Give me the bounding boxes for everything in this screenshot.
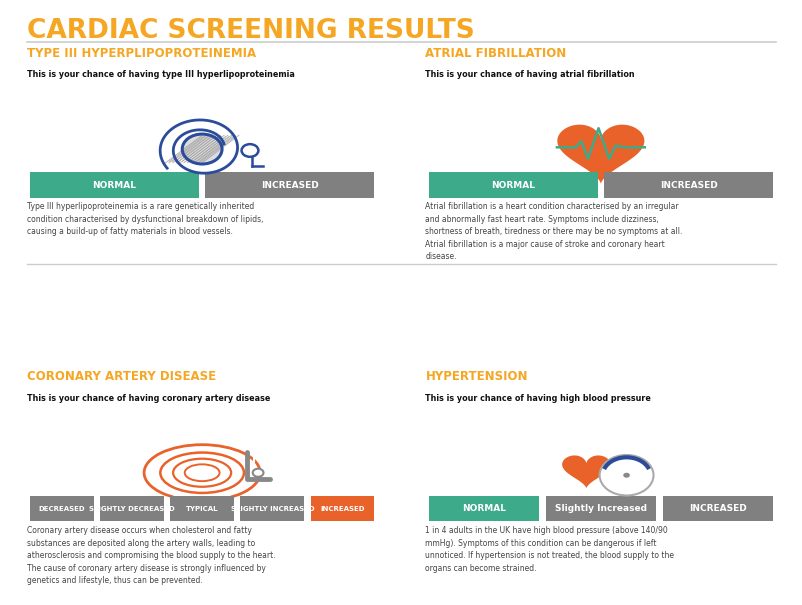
Circle shape [253, 469, 263, 477]
FancyBboxPatch shape [30, 172, 199, 198]
Text: Slightly Increased: Slightly Increased [554, 504, 646, 513]
Text: This is your chance of having coronary artery disease: This is your chance of having coronary a… [26, 394, 269, 402]
FancyBboxPatch shape [545, 496, 655, 522]
Text: TYPICAL: TYPICAL [185, 506, 218, 512]
Text: DECREASED: DECREASED [38, 506, 85, 512]
FancyBboxPatch shape [428, 496, 538, 522]
Polygon shape [561, 456, 610, 488]
Text: TYPE III HYPERPLIPOPROTEINEMIA: TYPE III HYPERPLIPOPROTEINEMIA [26, 47, 256, 60]
Text: CARDIAC SCREENING RESULTS: CARDIAC SCREENING RESULTS [26, 18, 474, 44]
Circle shape [184, 136, 221, 163]
FancyBboxPatch shape [205, 172, 374, 198]
FancyBboxPatch shape [30, 496, 94, 522]
Text: SLIGHTLY DECREASED: SLIGHTLY DECREASED [89, 506, 175, 512]
Text: Atrial fibrillation is a heart condition characterised by an irregular
and abnor: Atrial fibrillation is a heart condition… [425, 203, 682, 261]
Text: Coronary artery disease occurs when cholesterol and fatty
substances are deposit: Coronary artery disease occurs when chol… [26, 526, 275, 585]
FancyBboxPatch shape [603, 172, 772, 198]
FancyBboxPatch shape [170, 496, 233, 522]
FancyBboxPatch shape [662, 496, 772, 522]
FancyBboxPatch shape [240, 496, 304, 522]
Text: NORMAL: NORMAL [491, 180, 534, 189]
Text: INCREASED: INCREASED [659, 180, 716, 189]
Text: INCREASED: INCREASED [261, 180, 318, 189]
Text: ATRIAL FIBRILLATION: ATRIAL FIBRILLATION [425, 47, 566, 60]
Text: CORONARY ARTERY DISEASE: CORONARY ARTERY DISEASE [26, 370, 216, 384]
Text: Type III hyperlipoproteinemia is a rare genetically inherited
condition characte: Type III hyperlipoproteinemia is a rare … [26, 203, 263, 237]
Text: This is your chance of having atrial fibrillation: This is your chance of having atrial fib… [425, 70, 634, 79]
Text: 1 in 4 adults in the UK have high blood pressure (above 140/90
mmHg). Symptoms o: 1 in 4 adults in the UK have high blood … [425, 526, 674, 572]
FancyBboxPatch shape [428, 172, 597, 198]
Polygon shape [557, 125, 643, 184]
Text: SLIGHTLY INCREASED: SLIGHTLY INCREASED [230, 506, 314, 512]
FancyBboxPatch shape [310, 496, 374, 522]
Text: NORMAL: NORMAL [461, 504, 505, 513]
FancyBboxPatch shape [100, 496, 164, 522]
Text: This is your chance of having type III hyperlipoproteinemia: This is your chance of having type III h… [26, 70, 294, 79]
Text: This is your chance of having high blood pressure: This is your chance of having high blood… [425, 394, 650, 402]
Text: INCREASED: INCREASED [688, 504, 746, 513]
Text: INCREASED: INCREASED [320, 506, 364, 512]
Text: NORMAL: NORMAL [92, 180, 136, 189]
Circle shape [622, 473, 629, 478]
Text: HYPERTENSION: HYPERTENSION [425, 370, 527, 384]
Circle shape [599, 455, 653, 495]
